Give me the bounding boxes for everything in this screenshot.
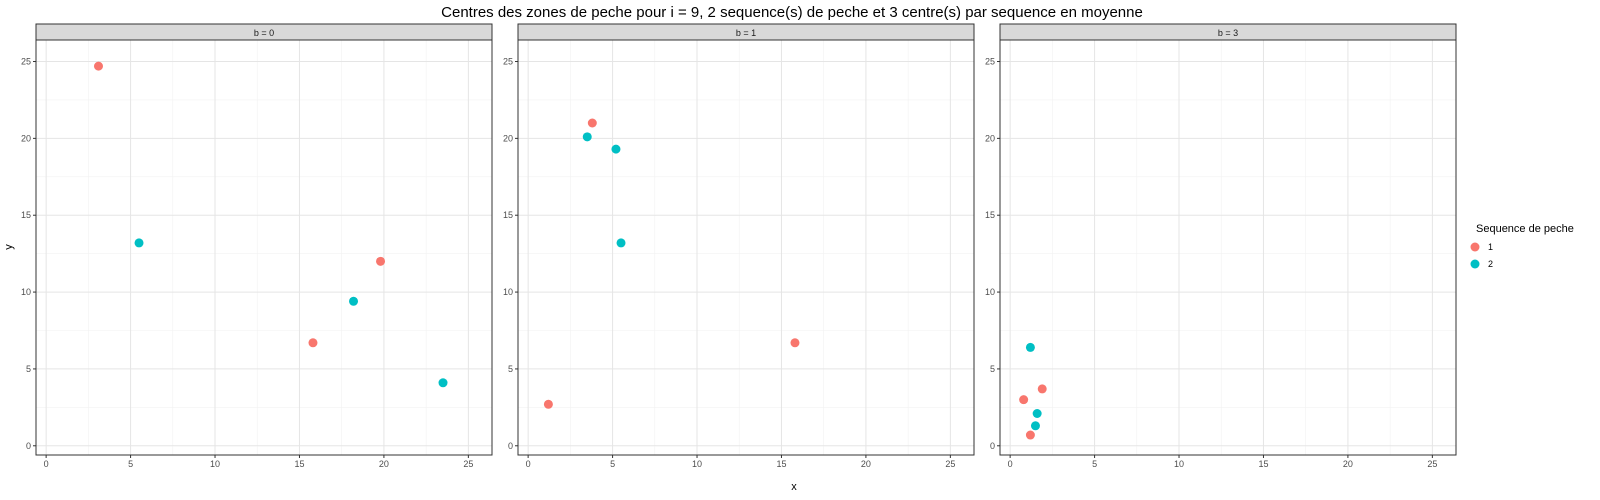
data-point-series-2 xyxy=(616,238,626,248)
x-tick-label: 0 xyxy=(44,459,49,469)
y-tick-label: 0 xyxy=(990,441,995,451)
data-point-series-1 xyxy=(308,338,318,348)
x-tick-label: 10 xyxy=(692,459,702,469)
y-tick-label: 10 xyxy=(21,287,31,297)
facet-strip-label: b = 3 xyxy=(1218,28,1238,38)
y-tick-label: 15 xyxy=(503,210,513,220)
data-point-series-2 xyxy=(349,296,359,306)
legend-title: Sequence de peche xyxy=(1476,223,1574,235)
data-point-series-1 xyxy=(1037,384,1047,394)
x-tick-label: 5 xyxy=(1092,459,1097,469)
panel-1: b = 0 0 5 10 15 20 25 0 5 10 15 20 25 xyxy=(21,23,493,469)
x-tick-label: 10 xyxy=(210,459,220,469)
data-point-series-1 xyxy=(1019,395,1029,405)
facet-strip-label: b = 1 xyxy=(736,28,756,38)
y-tick-label: 25 xyxy=(21,57,31,67)
y-tick-label: 20 xyxy=(21,133,31,143)
y-tick-label: 0 xyxy=(508,441,513,451)
data-point-series-2 xyxy=(1030,421,1040,431)
x-tick-label: 25 xyxy=(945,459,955,469)
data-point-series-2 xyxy=(582,132,592,142)
legend: Sequence de peche 1 2 xyxy=(1467,223,1574,273)
y-tick-label: 5 xyxy=(26,364,31,374)
panel-border xyxy=(517,39,975,456)
x-tick-label: 20 xyxy=(1343,459,1353,469)
data-point-series-1 xyxy=(1025,430,1035,440)
data-point-series-1 xyxy=(93,61,103,71)
panel-3: b = 3 0 5 10 15 20 25 0 5 10 15 20 25 xyxy=(985,23,1457,469)
data-point-series-1 xyxy=(376,256,386,266)
facet-strip-label: b = 0 xyxy=(254,28,274,38)
data-point-series-2 xyxy=(1032,409,1042,418)
x-tick-label: 20 xyxy=(379,459,389,469)
y-tick-label: 20 xyxy=(503,133,513,143)
y-tick-label: 20 xyxy=(985,133,995,143)
data-point-series-2 xyxy=(438,378,448,388)
x-tick-label: 15 xyxy=(776,459,786,469)
x-tick-label: 10 xyxy=(1174,459,1184,469)
x-tick-label: 25 xyxy=(1427,459,1437,469)
legend-key-series-1 xyxy=(1470,242,1480,252)
x-tick-label: 15 xyxy=(1258,459,1268,469)
legend-key-series-2 xyxy=(1470,259,1480,269)
y-tick-label: 5 xyxy=(990,364,995,374)
y-tick-label: 10 xyxy=(503,287,513,297)
x-tick-label: 0 xyxy=(1008,459,1013,469)
data-point-series-2 xyxy=(134,238,144,248)
data-point-series-1 xyxy=(790,338,800,348)
panel-border xyxy=(35,39,493,456)
x-tick-label: 5 xyxy=(128,459,133,469)
data-point-series-2 xyxy=(611,144,621,154)
panel-2: b = 1 0 5 10 15 20 25 0 5 10 15 20 25 xyxy=(503,23,975,469)
panel-border xyxy=(999,39,1457,456)
y-tick-label: 15 xyxy=(985,210,995,220)
data-point-series-2 xyxy=(1025,342,1035,352)
legend-label: 1 xyxy=(1488,242,1493,252)
x-tick-label: 25 xyxy=(463,459,473,469)
x-axis-title: x xyxy=(791,481,797,493)
chart-title: Centres des zones de peche pour i = 9, 2… xyxy=(441,4,1143,21)
y-tick-label: 5 xyxy=(508,364,513,374)
y-tick-label: 15 xyxy=(21,210,31,220)
x-tick-label: 15 xyxy=(294,459,304,469)
x-tick-label: 5 xyxy=(610,459,615,469)
data-point-series-1 xyxy=(587,118,597,128)
x-tick-label: 20 xyxy=(861,459,871,469)
data-point-series-1 xyxy=(543,399,553,409)
y-axis-title: y xyxy=(3,244,15,250)
y-tick-label: 0 xyxy=(26,441,31,451)
y-tick-label: 10 xyxy=(985,287,995,297)
y-tick-label: 25 xyxy=(503,57,513,67)
x-tick-label: 0 xyxy=(526,459,531,469)
panels: b = 0 0 5 10 15 20 25 0 5 10 15 20 25 b = 1 0 5 10 15 20 25… xyxy=(21,23,1457,469)
legend-label: 2 xyxy=(1488,259,1493,269)
y-tick-label: 25 xyxy=(985,57,995,67)
